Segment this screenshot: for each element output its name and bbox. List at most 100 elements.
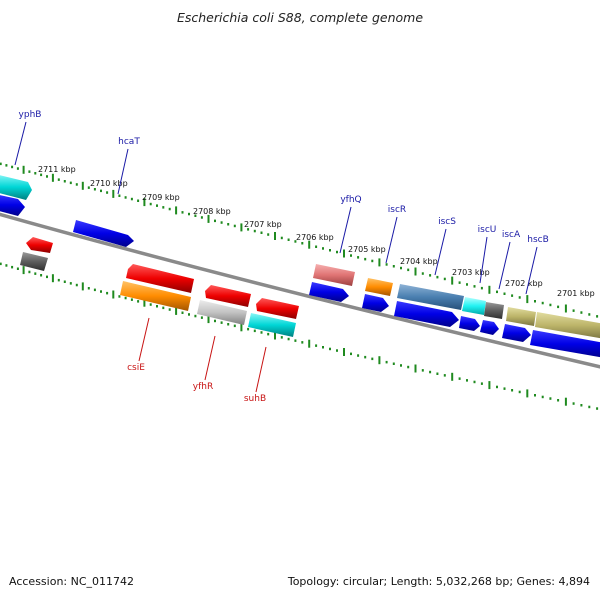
- scale-tick-major: [414, 267, 417, 276]
- scale-tick-minor: [458, 281, 461, 284]
- scale-tick-minor: [106, 191, 109, 194]
- gene-feature[interactable]: [126, 264, 194, 293]
- scale-tick-minor: [75, 283, 78, 287]
- scale-tick-minor: [168, 308, 171, 311]
- scale-tick-minor: [518, 390, 521, 394]
- gene-feature[interactable]: [313, 264, 355, 286]
- gene-label[interactable]: hcaT: [118, 137, 140, 147]
- scale-tick-minor: [294, 339, 297, 342]
- gene-feature[interactable]: [459, 316, 480, 331]
- scale-tick-major: [22, 165, 25, 174]
- gene-label[interactable]: iscS: [438, 217, 456, 227]
- scale-tick-minor: [87, 287, 90, 290]
- scale-tick-minor: [28, 170, 31, 173]
- scale-tick-major: [488, 381, 491, 390]
- scale-tick-minor: [137, 199, 140, 202]
- scale-tick-major: [343, 249, 345, 258]
- scale-tick-major: [274, 232, 276, 240]
- scale-tick-minor: [400, 266, 402, 270]
- scale-tick-minor: [350, 352, 352, 356]
- scale-tick-minor: [496, 385, 498, 389]
- gene-feature[interactable]: [394, 301, 459, 327]
- scale-tick-minor: [287, 337, 290, 341]
- gene-feature[interactable]: [362, 294, 389, 312]
- gene-feature[interactable]: [20, 252, 48, 271]
- gene-label[interactable]: iscA: [502, 230, 521, 240]
- scale-tick-minor: [75, 183, 78, 186]
- gene-feature[interactable]: [397, 284, 464, 310]
- scale-tick-minor: [315, 344, 318, 347]
- gene-feature[interactable]: [120, 281, 191, 311]
- scale-tick-major: [414, 364, 417, 373]
- scale-tick-minor: [572, 402, 575, 405]
- scale-tick-minor: [40, 173, 43, 177]
- scale-tick-minor: [124, 196, 127, 199]
- kbp-label: 2704 kbp: [400, 257, 438, 266]
- gene-feature[interactable]: [506, 307, 536, 326]
- gene-feature[interactable]: [502, 324, 531, 342]
- scale-tick-minor: [188, 212, 190, 216]
- scale-tick-major: [112, 189, 115, 198]
- gene-label[interactable]: yphB: [19, 110, 42, 120]
- gene-feature[interactable]: [484, 302, 504, 319]
- scale-tick-minor: [156, 204, 158, 207]
- gene-feature[interactable]: [73, 220, 134, 247]
- scale-tick-minor: [436, 372, 439, 375]
- scale-tick-major: [378, 356, 381, 365]
- scale-tick-minor: [130, 197, 133, 201]
- gene-feature[interactable]: [26, 237, 53, 253]
- kbp-label: 2711 kbp: [38, 165, 76, 174]
- kbp-label: 2707 kbp: [244, 220, 282, 229]
- gene-label[interactable]: yfhQ: [340, 195, 361, 205]
- scale-tick-minor: [5, 164, 8, 167]
- scale-tick-minor: [220, 321, 223, 324]
- scale-tick-minor: [214, 319, 216, 323]
- gene-feature[interactable]: [365, 278, 393, 296]
- scale-tick-minor: [168, 207, 171, 211]
- gene-feature[interactable]: [256, 298, 299, 319]
- scale-tick-major: [526, 389, 529, 398]
- scale-tick-minor: [57, 178, 60, 181]
- gene-label[interactable]: csiE: [127, 363, 145, 373]
- scale-tick-minor: [57, 278, 60, 282]
- scale-tick-minor: [181, 311, 184, 314]
- gene-feature[interactable]: [530, 330, 600, 358]
- scale-tick-minor: [580, 404, 583, 407]
- scale-tick-minor: [480, 382, 483, 385]
- gene-feature[interactable]: [0, 194, 25, 216]
- gene-label[interactable]: yfhR: [193, 382, 213, 392]
- gene-feature[interactable]: [462, 297, 486, 315]
- scale-tick-minor: [322, 247, 324, 250]
- scale-tick-minor: [118, 194, 121, 197]
- kbp-label: 2708 kbp: [193, 207, 231, 216]
- scale-tick-major: [308, 240, 311, 249]
- gene-feature[interactable]: [205, 285, 251, 307]
- gene-label[interactable]: suhB: [244, 394, 266, 404]
- scale-tick-minor: [329, 249, 331, 252]
- scale-tick-minor: [473, 285, 476, 288]
- gene-label[interactable]: iscR: [388, 205, 406, 215]
- kbp-label: 2702 kbp: [505, 279, 543, 288]
- kbp-label: 2705 kbp: [348, 245, 386, 254]
- gene-feature[interactable]: [248, 313, 296, 337]
- gene-feature[interactable]: [309, 282, 349, 302]
- gene-label[interactable]: iscU: [478, 225, 497, 235]
- scale-tick-minor: [572, 309, 575, 312]
- topology-text: Topology: circular; Length: 5,032,268 bp…: [287, 575, 590, 588]
- scale-tick-minor: [364, 355, 367, 359]
- gene-feature[interactable]: [535, 312, 600, 339]
- gene-feature[interactable]: [0, 174, 32, 200]
- gene-feature[interactable]: [480, 320, 499, 335]
- scale-tick-major: [143, 298, 146, 307]
- scale-tick-minor: [267, 233, 270, 236]
- scale-tick-minor: [294, 240, 297, 243]
- scale-tick-minor: [480, 286, 483, 290]
- gene-feature[interactable]: [197, 300, 247, 325]
- scale-tick-minor: [549, 303, 552, 307]
- scale-tick-minor: [214, 219, 216, 223]
- scale-tick-minor: [511, 294, 514, 297]
- scale-tick-minor: [260, 331, 263, 334]
- scale-tick-minor: [100, 290, 102, 293]
- gene-label[interactable]: hscB: [527, 235, 549, 245]
